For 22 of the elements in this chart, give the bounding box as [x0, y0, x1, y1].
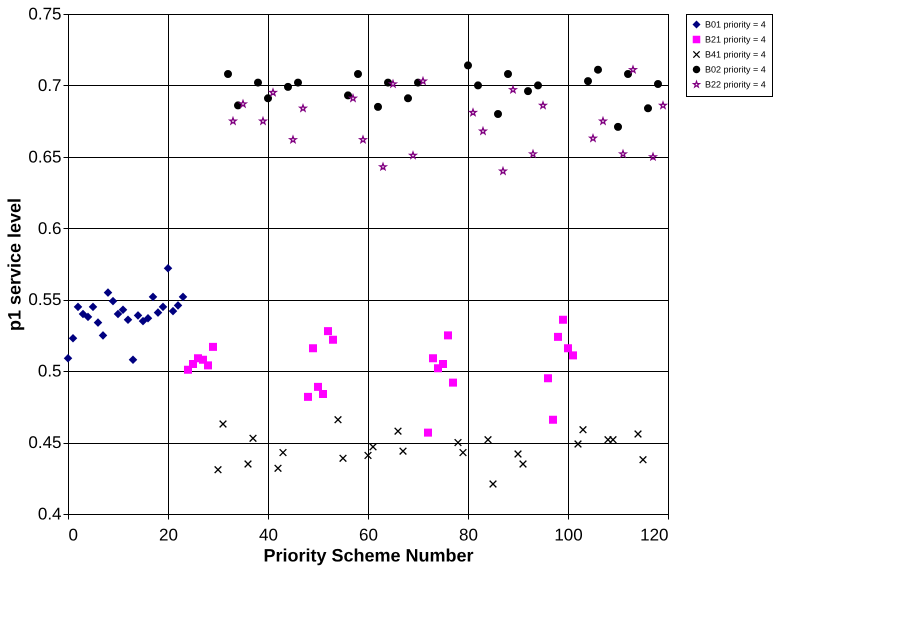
- legend-label: B01 priority = 4: [705, 20, 766, 30]
- legend-label: B22 priority = 4: [705, 80, 766, 90]
- x-tick-label: 60: [359, 526, 378, 544]
- y-tick-label: 0.5: [38, 362, 62, 381]
- legend-label: B21 priority = 4: [705, 34, 766, 44]
- legend-label: B41 priority = 4: [705, 50, 766, 60]
- y-tick-label: 0.75: [28, 4, 62, 24]
- y-tick-label: 0.6: [38, 218, 62, 238]
- y-tick-label: 0.7: [38, 76, 62, 95]
- x-tick-label: 80: [459, 526, 478, 544]
- y-tick-label: 0.4: [38, 504, 62, 524]
- x-tick-label: 0: [68, 526, 78, 544]
- y-tick-label: 0.65: [28, 147, 62, 166]
- x-tick-label: 120: [640, 526, 668, 544]
- x-tick-label: 20: [159, 526, 178, 544]
- y-tick-label: 0.45: [28, 433, 62, 452]
- legend-label: B02 priority = 4: [705, 64, 766, 74]
- x-tick-label: 40: [259, 526, 278, 544]
- x-axis-title: Priority Scheme Number: [263, 546, 474, 566]
- y-axis-title: p1 service level: [4, 198, 24, 332]
- x-tick-label: 100: [554, 526, 583, 544]
- y-tick-label: 0.55: [28, 290, 62, 310]
